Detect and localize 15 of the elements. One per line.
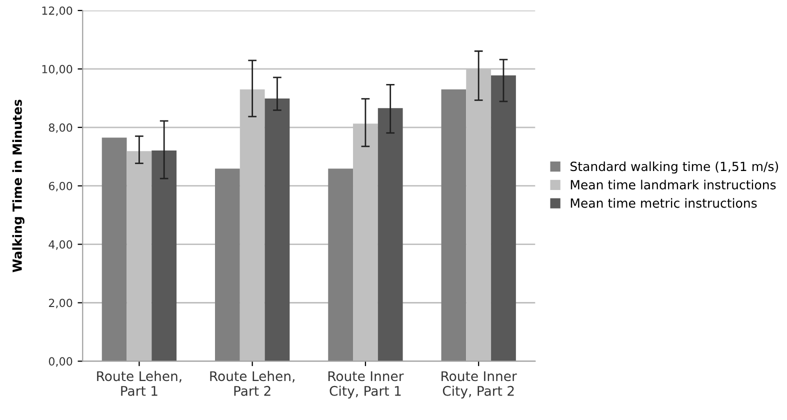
x-tick-label: Route Lehen, Part 1 — [97, 370, 182, 396]
x-tick-label: Route Inner City, Part 2 — [442, 371, 517, 398]
x-tick-label: Route Inner City, Part 1 — [328, 371, 404, 398]
y-tick-label: 12,00 — [42, 6, 72, 16]
y-tick-label: 2,00 — [48, 298, 72, 308]
y-tick-label: 0,00 — [48, 357, 72, 367]
y-tick-label: 8,00 — [48, 123, 72, 133]
y-tick-label: 4,00 — [48, 240, 72, 250]
y-tick-label: 10,00 — [42, 64, 72, 74]
y-axis-title: Walking Time in Minutes — [12, 100, 24, 272]
legend-label: Standard walking time (1,51 m/s) — [570, 161, 778, 174]
legend-label: Mean time landmark instructions — [570, 180, 776, 190]
y-tick-label: 6,00 — [48, 182, 72, 192]
legend-label: Mean time metric instructions — [570, 198, 757, 208]
x-tick-label: Route Lehen, Part 2 — [210, 370, 294, 396]
